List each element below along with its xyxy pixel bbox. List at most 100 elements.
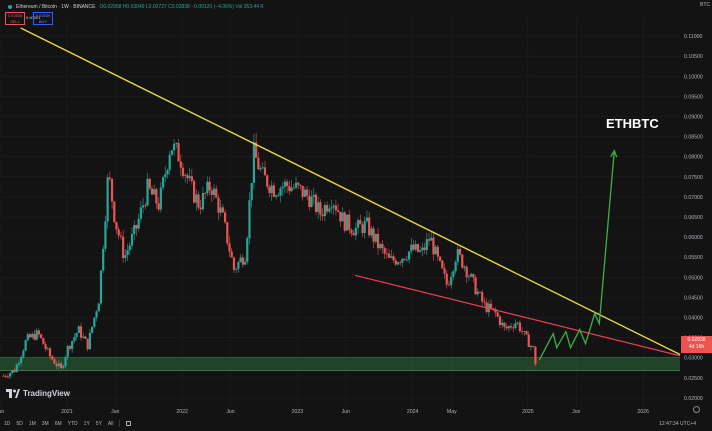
candle-body [523, 331, 526, 332]
candle-body [246, 238, 249, 262]
candle-body [155, 189, 158, 204]
clock[interactable]: 12:47:34 UTC+4 [659, 420, 696, 427]
time-tick-label: 2025 [522, 409, 534, 415]
candle-body [128, 245, 131, 251]
price-tick-label: 0.08500 [684, 135, 703, 141]
candle-body [432, 237, 435, 255]
candle-body [434, 246, 437, 255]
candle-body [301, 185, 304, 197]
candle-body [195, 194, 198, 203]
range-1y[interactable]: 1Y [83, 420, 90, 427]
candle-body [470, 273, 473, 277]
price-tick-label: 0.08000 [684, 155, 703, 161]
tradingview-logo[interactable]: TradingView [6, 389, 70, 398]
candle-body [292, 187, 295, 189]
range-1d[interactable]: 1D [4, 420, 11, 427]
trendlines[interactable] [20, 27, 681, 361]
candle-body [239, 257, 242, 263]
price-tick-label: 0.02500 [684, 376, 703, 382]
candle-body [51, 356, 54, 360]
candle-body [11, 370, 14, 374]
candle-body [164, 174, 167, 178]
candle-body [297, 182, 300, 185]
symbol-header[interactable]: Ethereum / Bitcoin · 1W · BINANCE O0.029… [8, 4, 264, 10]
candle-body [368, 217, 371, 236]
range-5d[interactable]: 5D [16, 420, 23, 427]
candle-body [4, 375, 7, 377]
candle-body [299, 184, 302, 186]
candle-body [443, 268, 446, 274]
candle-body [252, 142, 256, 183]
candle-body [230, 251, 233, 258]
candle-body [110, 178, 114, 202]
resistance-trendline[interactable] [20, 27, 681, 356]
candle-body [399, 262, 402, 264]
price-tick-label: 0.10000 [684, 74, 703, 80]
projection-path[interactable] [538, 150, 615, 361]
candle-body [325, 205, 329, 212]
candle-body [314, 194, 318, 212]
candle-body [35, 330, 38, 340]
candle-body [461, 254, 464, 268]
time-axis[interactable]: Jun 2021 Jun 2022 Jun 2023 Jun 2024 May 2025 Jun 20… [0, 409, 649, 415]
candle-body [376, 233, 380, 249]
toolbar-divider [119, 420, 121, 427]
candle-body [392, 256, 395, 261]
time-tick-label: Jun [0, 409, 4, 415]
currency-label[interactable]: BTC [700, 2, 710, 8]
candle-body [53, 359, 56, 364]
price-tick-label: 0.02000 [684, 396, 703, 402]
candle-body [31, 333, 34, 338]
candle-body [212, 188, 216, 195]
candle-body [308, 195, 311, 208]
candle-body [181, 167, 185, 176]
price-tick-label: 0.03000 [684, 356, 703, 362]
price-tick-label: 0.07000 [684, 195, 703, 201]
candle-body [259, 168, 262, 170]
candle-body [345, 214, 349, 231]
candle-body [436, 246, 439, 257]
candle-body [503, 322, 506, 327]
candle-body [17, 363, 21, 365]
candle-body [55, 363, 58, 367]
candle-body [421, 247, 424, 251]
candle-body [525, 331, 528, 335]
go-to-realtime-icon[interactable] [693, 406, 700, 413]
price-tick-label: 0.09500 [684, 94, 703, 100]
candle-body [188, 176, 191, 179]
candle-body [372, 228, 375, 242]
time-tick-label: 2023 [292, 409, 304, 415]
support-trendline[interactable] [354, 274, 681, 357]
buy-button[interactable]: 0.02839 BUY [33, 12, 53, 25]
range-6m[interactable]: 6M [54, 420, 62, 427]
range-1m[interactable]: 1M [28, 420, 36, 427]
candle-body [102, 248, 105, 271]
candle-body [317, 202, 320, 212]
symbol-title[interactable]: Ethereum / Bitcoin · 1W · BINANCE [16, 4, 96, 10]
calendar-icon[interactable] [126, 421, 132, 426]
candle-body [124, 255, 127, 259]
candle-body [93, 317, 96, 327]
candle-body [197, 194, 200, 208]
candle-body [465, 266, 468, 278]
candle-body [79, 326, 83, 338]
range-3m[interactable]: 3M [41, 420, 49, 427]
candle-body [26, 334, 29, 341]
price-tick-label: 0.10500 [684, 54, 703, 60]
candle-body [186, 175, 189, 179]
candle-body [481, 292, 484, 302]
candle-body [498, 316, 502, 326]
tradingview-logo-icon [6, 389, 20, 398]
candle-body [478, 291, 482, 293]
range-5y[interactable]: 5Y [95, 420, 102, 427]
candle-body [13, 370, 16, 373]
candle-body [91, 326, 94, 333]
candle-body [427, 239, 431, 241]
range-ytd[interactable]: YTD [67, 420, 78, 427]
candle-body [159, 187, 162, 210]
candle-body [255, 142, 258, 158]
sell-button[interactable]: 0.02838 SELL [5, 12, 25, 25]
candle-body [283, 181, 287, 187]
range-all[interactable]: All [107, 420, 114, 427]
